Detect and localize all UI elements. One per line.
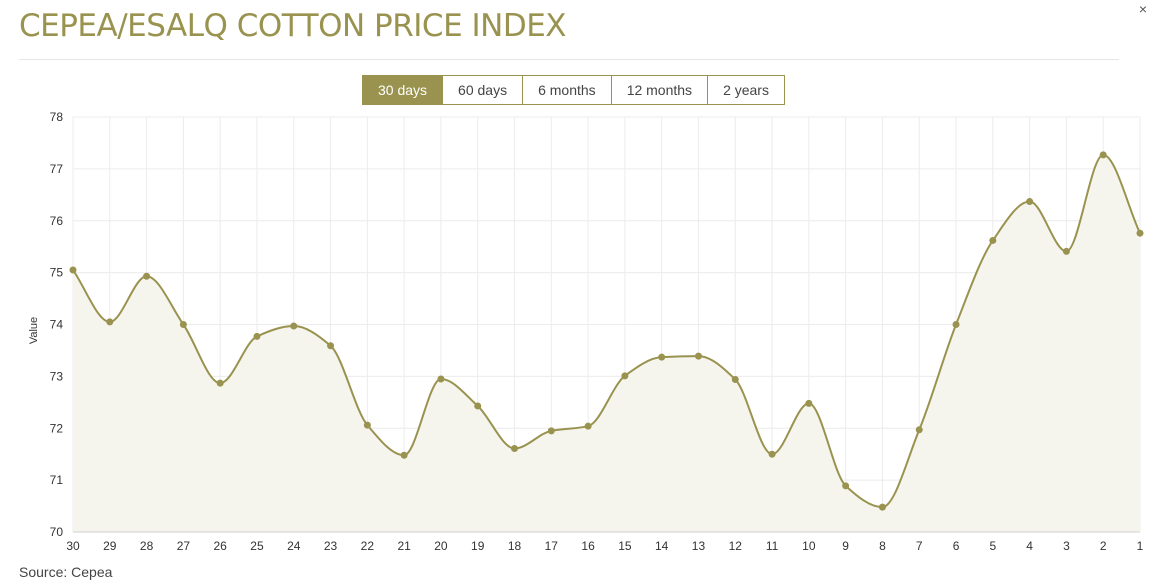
x-tick-label: 5 <box>989 539 996 553</box>
data-point-27 <box>179 321 187 328</box>
data-point-10 <box>805 399 813 407</box>
x-tick-label: 23 <box>324 539 338 553</box>
x-tick-label: 16 <box>581 539 595 553</box>
x-tick-label: 21 <box>397 539 411 553</box>
range-tab-60-days[interactable]: 60 days <box>442 76 523 104</box>
data-point-6 <box>952 321 960 328</box>
x-tick-label: 20 <box>434 539 448 553</box>
data-point-26 <box>216 379 224 387</box>
x-tick-label: 12 <box>729 539 743 553</box>
data-point-15 <box>621 372 629 380</box>
x-tick-label: 29 <box>103 539 117 553</box>
data-point-13 <box>694 352 702 360</box>
x-tick-label: 1 <box>1137 539 1144 553</box>
x-tick-label: 24 <box>287 539 301 553</box>
data-point-17 <box>547 427 555 435</box>
y-tick-label: 70 <box>50 525 64 539</box>
x-tick-label: 14 <box>655 539 669 553</box>
data-point-18 <box>511 444 519 452</box>
x-tick-label: 11 <box>766 539 779 553</box>
series-area <box>73 154 1140 532</box>
y-tick-label: 75 <box>50 266 64 280</box>
range-tab-6-months[interactable]: 6 months <box>522 76 611 104</box>
x-tick-label: 8 <box>879 539 886 553</box>
data-point-4 <box>1026 198 1034 206</box>
data-point-9 <box>842 482 850 490</box>
data-point-28 <box>143 272 151 280</box>
x-tick-label: 28 <box>140 539 154 553</box>
x-tick-label: 10 <box>802 539 816 553</box>
source-note: Source: Cepea <box>19 564 113 580</box>
range-tab-12-months[interactable]: 12 months <box>610 76 708 104</box>
data-point-25 <box>253 332 261 340</box>
data-point-24 <box>290 322 298 330</box>
x-tick-label: 4 <box>1026 539 1033 553</box>
x-tick-label: 9 <box>842 539 849 553</box>
data-point-30 <box>69 266 77 274</box>
x-tick-label: 13 <box>692 539 706 553</box>
data-point-8 <box>878 503 886 511</box>
y-tick-label: 73 <box>50 369 64 383</box>
x-tick-label: 17 <box>545 539 559 553</box>
y-tick-label: 77 <box>50 162 64 176</box>
range-selector: 30 days 60 days 6 months 12 months 2 years <box>362 75 785 105</box>
data-point-29 <box>106 318 114 326</box>
y-axis-label: Value <box>28 317 40 344</box>
data-point-20 <box>437 375 445 383</box>
range-tab-30-days[interactable]: 30 days <box>363 76 443 104</box>
data-point-22 <box>363 421 371 429</box>
data-point-19 <box>474 402 482 410</box>
x-tick-label: 7 <box>916 539 923 553</box>
data-point-7 <box>915 426 923 434</box>
x-tick-label: 2 <box>1100 539 1107 553</box>
y-tick-label: 72 <box>50 421 64 435</box>
data-point-16 <box>584 422 592 430</box>
x-tick-label: 19 <box>471 539 485 553</box>
x-tick-label: 3 <box>1063 539 1070 553</box>
close-icon[interactable]: × <box>1138 1 1147 17</box>
x-tick-label: 30 <box>66 539 80 553</box>
y-tick-label: 74 <box>50 318 64 332</box>
range-tab-2-years[interactable]: 2 years <box>707 76 784 104</box>
x-tick-label: 15 <box>618 539 632 553</box>
x-tick-label: 25 <box>250 539 264 553</box>
x-tick-label: 26 <box>213 539 227 553</box>
y-tick-label: 76 <box>50 214 64 228</box>
data-point-21 <box>400 451 408 459</box>
y-tick-label: 71 <box>50 473 64 487</box>
x-tick-label: 6 <box>953 539 960 553</box>
data-point-14 <box>658 353 666 361</box>
title-divider <box>19 59 1119 60</box>
x-tick-label: 18 <box>508 539 522 553</box>
data-point-12 <box>731 375 739 383</box>
data-point-2 <box>1099 151 1107 159</box>
data-point-23 <box>327 342 335 350</box>
data-point-11 <box>768 450 776 458</box>
x-tick-label: 27 <box>177 539 191 553</box>
y-tick-label: 78 <box>50 110 64 124</box>
x-tick-label: 22 <box>361 539 375 553</box>
data-point-5 <box>989 236 997 244</box>
data-point-1 <box>1136 229 1144 237</box>
page-title: CEPEA/ESALQ COTTON PRICE INDEX <box>19 8 567 44</box>
data-point-3 <box>1062 247 1070 255</box>
